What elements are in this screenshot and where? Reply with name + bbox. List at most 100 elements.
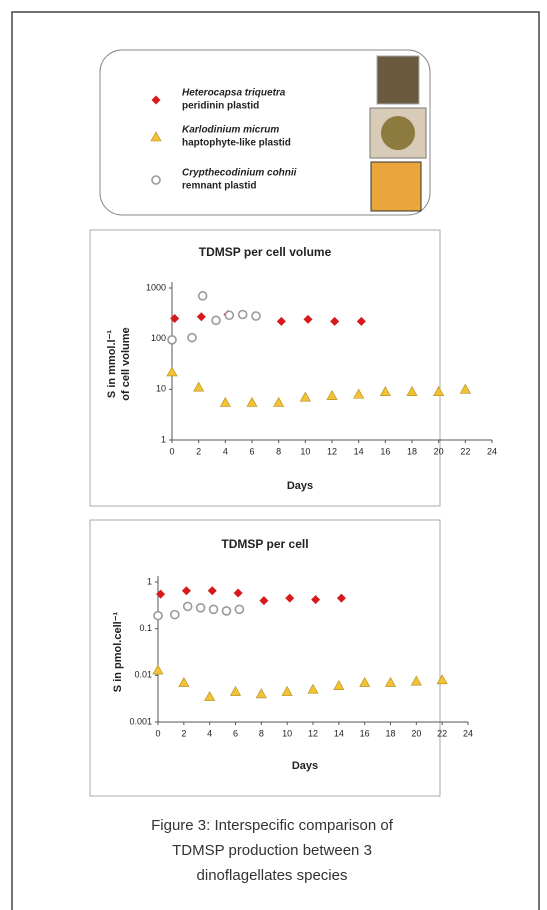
- point: [208, 604, 219, 615]
- x-axis-label: Days: [287, 480, 313, 492]
- point: [246, 396, 258, 407]
- frame: [11, 11, 540, 910]
- chart-box: [89, 229, 441, 507]
- cell-image: [376, 55, 420, 105]
- point: [281, 685, 293, 696]
- x-tick-label: 18: [407, 446, 417, 456]
- x-tick-label: 10: [282, 728, 292, 738]
- y-tick-label: 1000: [146, 282, 166, 292]
- point: [433, 386, 445, 396]
- point: [153, 610, 163, 621]
- point: [356, 316, 366, 326]
- point: [169, 609, 180, 620]
- caption: Figure 3: Interspecific comparison of: [151, 817, 394, 834]
- point: [406, 386, 418, 396]
- x-tick-label: 20: [411, 728, 421, 738]
- x-tick-label: 12: [327, 446, 337, 456]
- x-tick-label: 8: [259, 728, 264, 738]
- point: [234, 604, 245, 615]
- chart-title: TDMSP per cell volume: [199, 245, 332, 259]
- x-tick-label: 24: [487, 446, 497, 456]
- caption: TDMSP production between 3: [172, 842, 372, 859]
- point: [187, 332, 197, 343]
- point: [197, 291, 208, 301]
- legend-name: Karlodinium micrum: [182, 125, 279, 136]
- point: [204, 690, 216, 701]
- y-axis-label: S in pmol.cell⁻¹: [112, 611, 124, 692]
- point: [273, 396, 285, 407]
- cell-image: [370, 161, 422, 212]
- y-tick-label: 0.1: [139, 623, 152, 633]
- point: [379, 386, 391, 396]
- x-tick-label: 2: [196, 446, 201, 456]
- legend-desc: haptophyte-like plastid: [182, 138, 291, 149]
- point: [255, 688, 267, 699]
- point: [167, 334, 177, 345]
- x-tick-label: 22: [437, 728, 447, 738]
- point: [410, 675, 422, 686]
- point: [303, 314, 313, 324]
- chart-title: TDMSP per cell: [221, 537, 308, 551]
- point: [384, 676, 397, 687]
- point: [299, 391, 311, 402]
- legend-desc: remnant plastid: [182, 181, 256, 192]
- x-tick-label: 4: [207, 728, 212, 738]
- x-tick-label: 14: [354, 446, 364, 456]
- y-tick-label: 0.01: [134, 670, 152, 680]
- point: [152, 664, 164, 675]
- point: [311, 595, 321, 605]
- x-tick-label: 24: [463, 728, 473, 738]
- y-tick-label: 1: [147, 576, 152, 586]
- point: [219, 396, 231, 407]
- point: [237, 309, 248, 320]
- x-tick-label: 18: [385, 728, 395, 738]
- chart-box: [89, 519, 441, 797]
- x-tick-label: 8: [276, 446, 281, 456]
- caption: dinoflagellates species: [197, 867, 348, 884]
- point: [221, 606, 232, 616]
- point: [166, 366, 178, 377]
- point: [181, 586, 191, 596]
- x-tick-label: 12: [308, 728, 318, 738]
- y-tick-label: 0.001: [129, 716, 152, 726]
- x-tick-label: 20: [434, 446, 444, 456]
- point: [224, 310, 235, 321]
- point: [353, 388, 365, 399]
- point: [436, 674, 448, 685]
- cell-image: [381, 116, 415, 150]
- point: [285, 593, 295, 603]
- legend-marker: [151, 175, 161, 185]
- point: [359, 676, 371, 687]
- x-tick-label: 0: [155, 728, 160, 738]
- point: [336, 593, 346, 603]
- x-tick-label: 0: [169, 446, 174, 456]
- x-tick-label: 6: [233, 728, 238, 738]
- x-tick-label: 6: [249, 446, 254, 456]
- point: [251, 311, 261, 321]
- point: [259, 596, 269, 606]
- x-tick-label: 14: [334, 728, 344, 738]
- point: [195, 602, 206, 613]
- point: [170, 314, 180, 324]
- y-tick-label: 100: [151, 333, 166, 343]
- point: [207, 586, 217, 596]
- point: [307, 683, 319, 694]
- point: [229, 685, 242, 696]
- point: [326, 390, 338, 400]
- y-tick-label: 1: [161, 434, 166, 444]
- point: [196, 312, 206, 322]
- point: [156, 589, 166, 599]
- legend-desc: peridinin plastid: [182, 101, 259, 112]
- y-axis-label: S in mmol.l⁻¹: [106, 330, 118, 398]
- x-tick-label: 4: [223, 446, 228, 456]
- x-tick-label: 2: [181, 728, 186, 738]
- x-axis-label: Days: [292, 760, 318, 772]
- x-tick-label: 22: [460, 446, 470, 456]
- point: [330, 316, 340, 326]
- x-tick-label: 10: [300, 446, 310, 456]
- x-tick-label: 16: [380, 446, 390, 456]
- point: [178, 676, 190, 687]
- point: [233, 588, 243, 598]
- point: [459, 383, 471, 394]
